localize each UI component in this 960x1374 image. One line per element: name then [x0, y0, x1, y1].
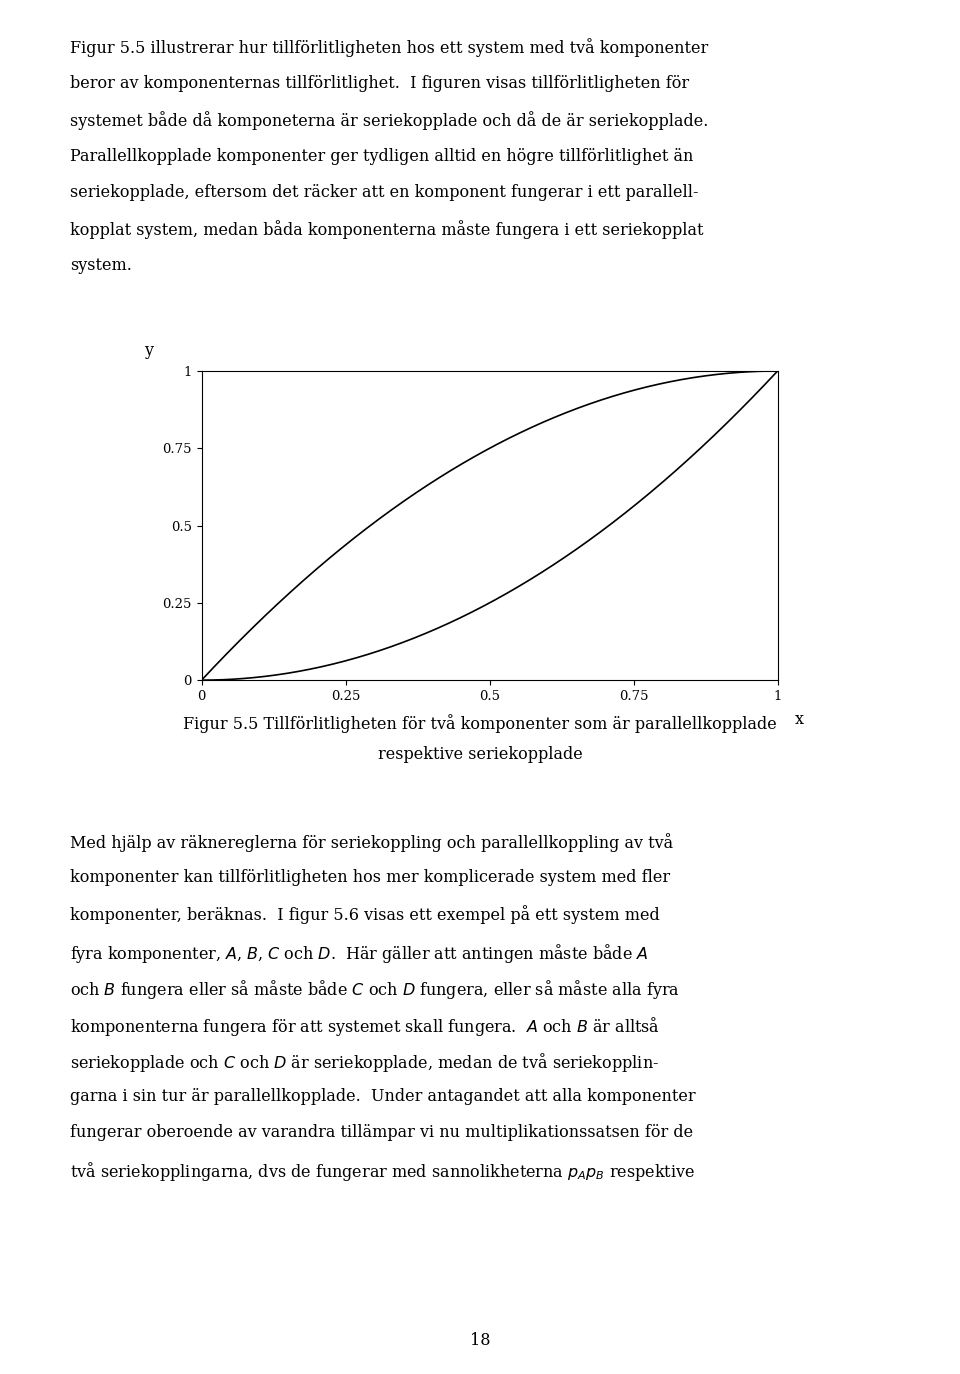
Text: komponenter, beräknas.  I figur 5.6 visas ett exempel på ett system med: komponenter, beräknas. I figur 5.6 visas…	[70, 905, 660, 925]
Text: seriekopplade och $C$ och $D$ är seriekopplade, medan de två seriekopplin-: seriekopplade och $C$ och $D$ är serieko…	[70, 1051, 660, 1074]
Text: komponenter kan tillförlitligheten hos mer komplicerade system med fler: komponenter kan tillförlitligheten hos m…	[70, 870, 670, 886]
Text: Figur 5.5 Tillförlitligheten för två komponenter som är parallellkopplade: Figur 5.5 Tillförlitligheten för två kom…	[183, 714, 777, 734]
Text: y: y	[144, 342, 153, 359]
Text: systemet både då komponeterna är seriekopplade och då de är seriekopplade.: systemet både då komponeterna är serieko…	[70, 111, 708, 131]
Text: 18: 18	[469, 1333, 491, 1349]
Text: x: x	[795, 712, 804, 728]
Text: kopplat system, medan båda komponenterna måste fungera i ett seriekopplat: kopplat system, medan båda komponenterna…	[70, 220, 704, 239]
Text: fyra komponenter, $A$, $B$, $C$ och $D$.  Här gäller att antingen måste både $A$: fyra komponenter, $A$, $B$, $C$ och $D$.…	[70, 943, 649, 965]
Text: två seriekopplingarna, dvs de fungerar med sannolikheterna $p_Ap_B$ respektive: två seriekopplingarna, dvs de fungerar m…	[70, 1160, 695, 1183]
Text: Med hjälp av räknereglerna för seriekoppling och parallellkoppling av två: Med hjälp av räknereglerna för seriekopp…	[70, 833, 673, 852]
Text: beror av komponenternas tillförlitlighet.  I figuren visas tillförlitligheten fö: beror av komponenternas tillförlitlighet…	[70, 74, 689, 92]
Text: respektive seriekopplade: respektive seriekopplade	[377, 746, 583, 763]
Text: Parallellkopplade komponenter ger tydligen alltid en högre tillförlitlighet än: Parallellkopplade komponenter ger tydlig…	[70, 148, 693, 165]
Text: garna i sin tur är parallellkopplade.  Under antagandet att alla komponenter: garna i sin tur är parallellkopplade. Un…	[70, 1088, 696, 1105]
Text: system.: system.	[70, 257, 132, 273]
Text: seriekopplade, eftersom det räcker att en komponent fungerar i ett parallell-: seriekopplade, eftersom det räcker att e…	[70, 184, 699, 201]
Text: fungerar oberoende av varandra tillämpar vi nu multiplikationssatsen för de: fungerar oberoende av varandra tillämpar…	[70, 1124, 693, 1140]
Text: komponenterna fungera för att systemet skall fungera.  $A$ och $B$ är alltså: komponenterna fungera för att systemet s…	[70, 1014, 660, 1037]
Text: Figur 5.5 illustrerar hur tillförlitligheten hos ett system med två komponenter: Figur 5.5 illustrerar hur tillförlitligh…	[70, 38, 708, 58]
Text: och $B$ fungera eller så måste både $C$ och $D$ fungera, eller så måste alla fyr: och $B$ fungera eller så måste både $C$ …	[70, 978, 680, 1002]
